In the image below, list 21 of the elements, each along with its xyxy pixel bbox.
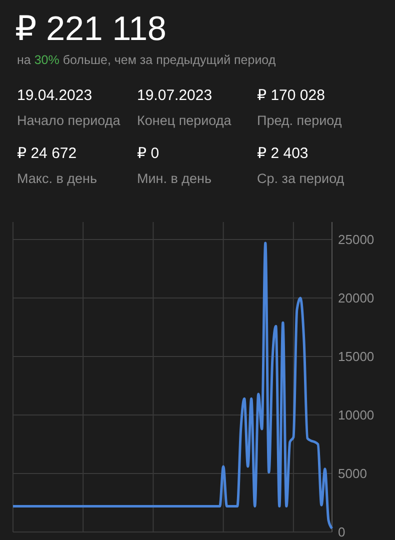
text: ₽ 0	[137, 145, 160, 162]
y-tick-label: 0	[338, 524, 346, 540]
text: Макс. в день	[17, 171, 98, 186]
text: 19.07.2023	[137, 87, 212, 104]
text: ₽ 24 672	[17, 145, 77, 162]
y-tick-label: 10000	[338, 408, 374, 423]
y-tick-label: 20000	[338, 290, 374, 306]
y-tick-label: 25000	[338, 232, 374, 248]
text: ₽ 2 403	[257, 145, 308, 162]
text: Конец периода	[137, 113, 232, 128]
text: Начало периода	[17, 113, 121, 128]
chart-title: ₽ 221 118	[15, 10, 166, 48]
y-tick-label: 5000	[338, 466, 367, 482]
text: Мин. в день	[137, 171, 212, 186]
line-series	[12, 242, 334, 530]
text: Ср. за период	[257, 171, 344, 186]
chart-subtitle: на 30% больше, чем за предыдущий период	[17, 53, 276, 67]
y-tick-label: 15000	[338, 349, 374, 364]
text: 19.04.2023	[17, 87, 92, 104]
text: ₽ 170 028	[257, 87, 325, 104]
text: Пред. период	[257, 113, 342, 128]
